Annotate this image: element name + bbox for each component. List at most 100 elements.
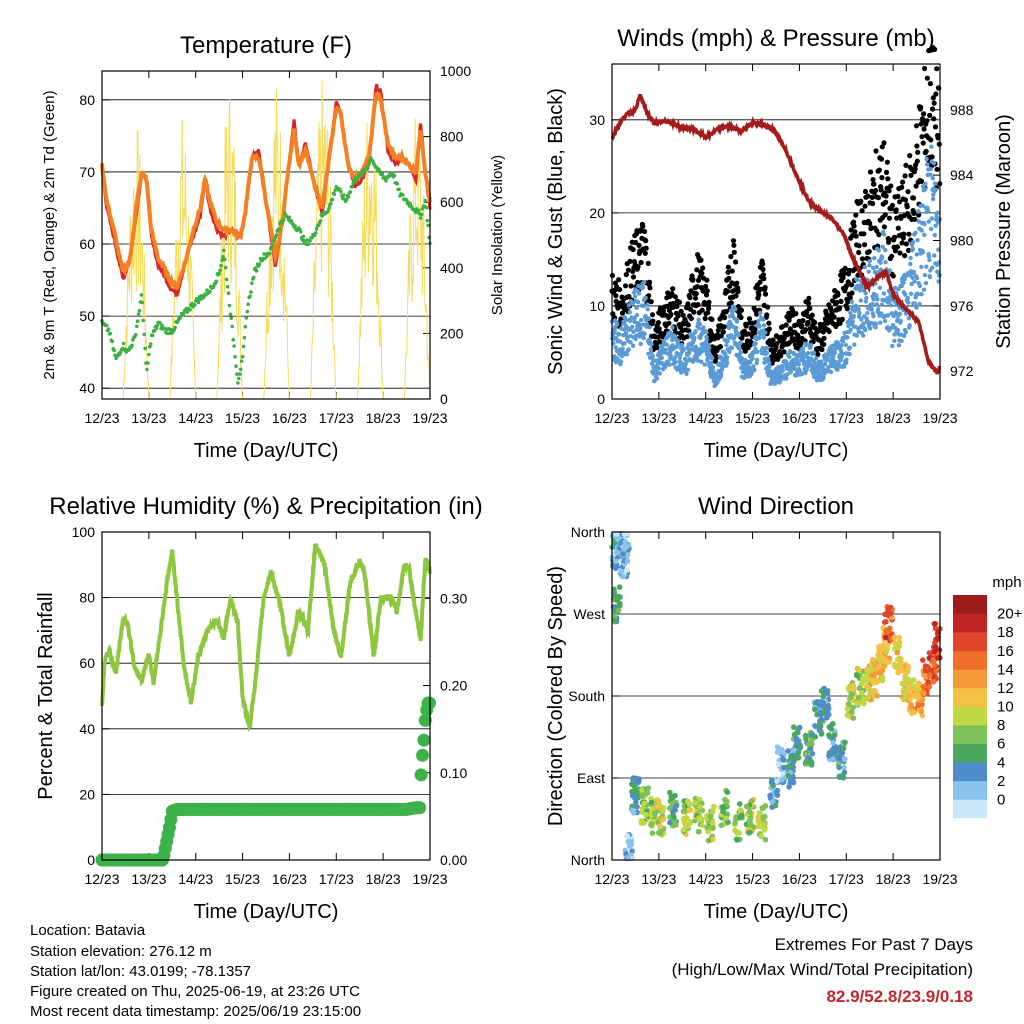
gust-point (851, 219, 857, 225)
wind-point (929, 216, 935, 221)
wind-point (657, 371, 662, 376)
gust-point (924, 118, 930, 124)
wind-point (907, 323, 912, 328)
gust-point (852, 229, 858, 235)
wind-point (664, 342, 669, 347)
direction-point (820, 694, 826, 700)
direction-point (874, 693, 880, 699)
gust-point (671, 300, 677, 307)
gust-point (649, 312, 656, 318)
wind-point (887, 268, 892, 273)
wind-point (895, 327, 901, 333)
wind-point (880, 244, 885, 250)
gust-point (873, 187, 879, 194)
direction-point (902, 688, 908, 694)
legend-swatch (953, 762, 987, 782)
wind-point (644, 322, 650, 327)
gust-point (725, 264, 732, 270)
gust-point (685, 301, 691, 307)
gust-point (911, 210, 917, 216)
gust-point (627, 258, 633, 264)
dewpoint-point (384, 179, 388, 183)
wind-point (896, 343, 902, 348)
direction-point (802, 732, 809, 739)
direction-point (648, 799, 655, 806)
direction-point (883, 634, 889, 641)
gust-point (927, 81, 934, 87)
direction-point (696, 815, 702, 821)
direction-ytick-label: South (568, 688, 605, 704)
gust-point (777, 349, 783, 355)
winds-ytick-right-label: 976 (950, 298, 974, 314)
gust-point (866, 249, 872, 255)
wind-point (765, 346, 770, 351)
gust-point (657, 339, 663, 345)
humidity-xtick-label: 13/23 (131, 871, 166, 887)
dewpoint-point (293, 224, 297, 228)
direction-ytick-label: East (577, 770, 605, 786)
direction-point (686, 807, 692, 813)
wind-point (879, 302, 885, 307)
humidity-ytick-label: 40 (79, 721, 95, 737)
direction-point (840, 745, 847, 752)
wind-point (840, 351, 845, 356)
wind-point (873, 325, 878, 330)
direction-point (850, 682, 857, 689)
gust-point (743, 323, 749, 329)
gust-point (918, 104, 924, 110)
winds-ylabel-right: Station Pressure (Maroon) (993, 114, 1015, 349)
gust-point (676, 299, 683, 305)
dewpoint-point (242, 335, 247, 340)
wind-point (867, 258, 872, 264)
wind-point (742, 363, 748, 368)
direction-point (818, 731, 825, 737)
temperature-xlabel: Time (Day/UTC) (194, 440, 339, 462)
gust-point (826, 328, 832, 335)
wind-point (935, 210, 940, 215)
winds-xtick-label: 19/23 (922, 410, 957, 426)
wind-point (899, 338, 904, 344)
direction-point (774, 792, 781, 798)
direction-point (855, 694, 862, 701)
legend-swatch (953, 669, 987, 689)
wind-point (850, 319, 856, 324)
winds-xtick-label: 14/23 (688, 410, 723, 426)
gust-point (774, 341, 780, 347)
wind-point (818, 370, 824, 375)
gust-point (693, 291, 699, 297)
humidity-ytick-right-label: 0.00 (440, 852, 467, 868)
direction-point (746, 830, 752, 836)
wind-point (697, 321, 703, 327)
direction-point (615, 607, 622, 614)
direction-point (718, 822, 724, 829)
gust-point (666, 320, 672, 326)
gust-point (761, 276, 767, 282)
wind-point (763, 330, 768, 335)
wind-point (638, 341, 643, 347)
dewpoint-point (357, 174, 361, 179)
wind-point (752, 367, 757, 373)
dewpoint-point (140, 300, 145, 305)
dewpoint-point (313, 231, 318, 235)
direction-point (812, 706, 818, 713)
gust-point (889, 202, 896, 209)
dewpoint-point (397, 187, 401, 192)
gust-point (879, 175, 885, 181)
dewpoint-point (230, 324, 235, 329)
gust-point (865, 193, 871, 199)
winds-ytick-right-label: 972 (950, 363, 974, 379)
wind-point (686, 346, 691, 352)
dewpoint-point (211, 285, 216, 290)
direction-point (849, 709, 855, 716)
direction-point (710, 836, 716, 843)
direction-point (829, 747, 835, 753)
direction-point (896, 655, 903, 662)
wind-point (709, 355, 714, 361)
wind-point (930, 176, 935, 181)
direction-point (667, 789, 673, 796)
wind-point (902, 276, 907, 282)
wind-point (870, 302, 875, 307)
gust-point (882, 212, 888, 218)
wind-point (621, 327, 627, 332)
direction-point (907, 696, 914, 702)
